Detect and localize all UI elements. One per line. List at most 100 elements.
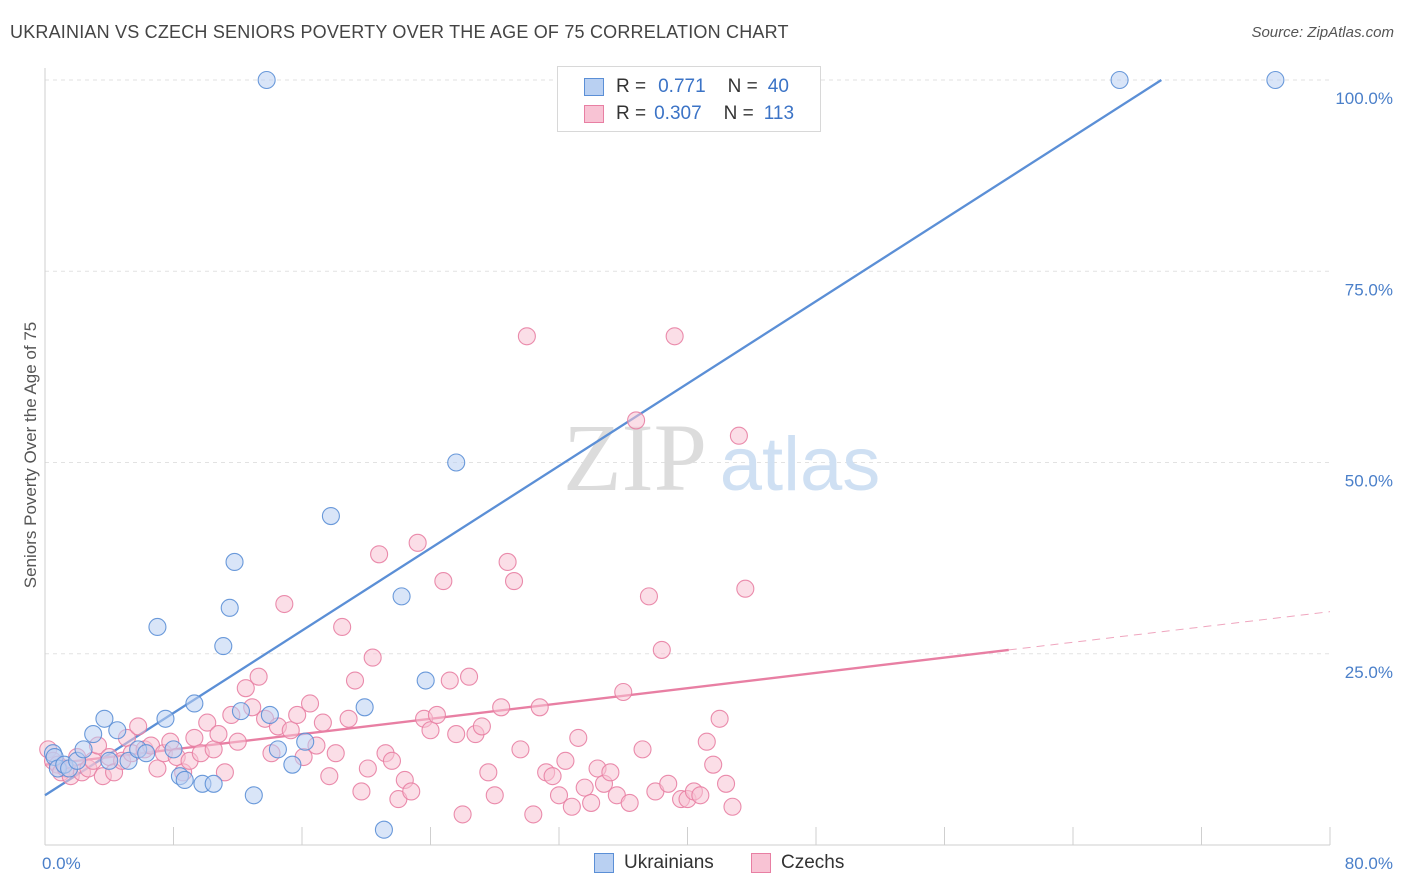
point-czechs (691, 786, 710, 805)
watermark: ZIP atlas (563, 404, 880, 511)
y-tick-label: 25.0% (1345, 663, 1393, 682)
y-tick-label: 100.0% (1335, 89, 1393, 108)
point-czechs (459, 667, 479, 686)
point-czechs (427, 705, 446, 725)
point-ukrainians (74, 740, 93, 759)
legend-n-value: 40 (767, 76, 789, 97)
y-tick-label: 75.0% (1345, 280, 1393, 299)
point-ukrainians (355, 698, 374, 717)
source-label: Source: ZipAtlas.com (1251, 24, 1394, 41)
point-czechs (382, 751, 402, 770)
legend-swatch-czechs (751, 853, 771, 873)
x-tick-label: 0.0% (42, 854, 81, 873)
point-czechs (633, 740, 652, 759)
point-czechs (543, 767, 562, 786)
trendline-czechs-extension (1008, 611, 1331, 651)
point-ukrainians (95, 709, 114, 728)
legend-r-label: R = (616, 103, 647, 124)
point-ukrainians (244, 786, 263, 805)
point-czechs (627, 411, 646, 430)
point-czechs (275, 594, 294, 614)
point-ukrainians (164, 740, 183, 759)
point-czechs (288, 705, 307, 725)
point-czechs (485, 786, 504, 805)
point-czechs (524, 805, 543, 824)
point-ukrainians (392, 587, 411, 606)
point-czechs (652, 640, 671, 659)
point-czechs (498, 552, 517, 572)
point-czechs (620, 793, 639, 812)
point-ukrainians (257, 70, 276, 90)
point-czechs (209, 725, 228, 744)
point-czechs (549, 786, 569, 805)
legend-r-value: 0.771 (658, 76, 706, 97)
point-czechs (556, 751, 575, 770)
point-czechs (453, 805, 472, 824)
stats-legend: R = 0.771 N = 40 R = 0.307 N = 113 (557, 66, 821, 132)
point-ukrainians (148, 617, 167, 637)
point-ukrainians (220, 598, 239, 617)
legend-row-ukrainians: R = 0.771 N = 40 (584, 75, 789, 99)
point-czechs (582, 793, 601, 812)
point-czechs (408, 533, 427, 552)
tick-labels: 25.0% 50.0% 75.0% 100.0% 0.0% 80.0% (42, 89, 1393, 873)
legend-n-value: 113 (763, 103, 795, 124)
point-czechs (697, 732, 716, 751)
point-czechs (659, 774, 678, 793)
point-ukrainians (296, 732, 315, 751)
y-axis-label: Seniors Poverty Over the Age of 75 (21, 322, 40, 588)
legend-n-label: N = (723, 103, 754, 124)
point-ukrainians (225, 552, 244, 572)
legend-label-ukrainians: Ukrainians (624, 852, 714, 873)
point-czechs (320, 767, 339, 786)
point-czechs (562, 797, 581, 816)
legend-r-value: 0.307 (654, 103, 702, 124)
point-ukrainians (231, 702, 251, 721)
point-czechs (440, 671, 459, 690)
point-czechs (281, 721, 300, 740)
series-legend: Ukrainians Czechs (0, 852, 1406, 878)
point-ukrainians (447, 453, 466, 472)
point-ukrainians (156, 709, 175, 728)
point-ukrainians (1110, 70, 1129, 90)
legend-swatch-czechs (584, 105, 604, 123)
point-czechs (736, 579, 755, 598)
legend-row-czechs: R = 0.307 N = 113 (584, 102, 794, 126)
point-czechs (716, 774, 736, 793)
point-czechs (639, 587, 659, 606)
point-czechs (326, 744, 345, 763)
point-czechs (665, 327, 684, 346)
point-czechs (517, 327, 536, 346)
point-czechs (185, 728, 204, 747)
point-ukrainians (84, 725, 103, 744)
legend-r-label: R = (616, 76, 647, 97)
point-czechs (530, 698, 549, 717)
point-czechs (313, 713, 332, 732)
axes (44, 68, 1331, 846)
point-czechs (704, 755, 723, 774)
legend-n-label: N = (727, 76, 758, 97)
legend-item-ukrainians[interactable]: Ukrainians (594, 852, 714, 874)
legend-item-czechs[interactable]: Czechs (751, 852, 844, 874)
point-ukrainians (374, 820, 393, 839)
point-czechs (300, 694, 320, 713)
legend-swatch-ukrainians (594, 853, 614, 873)
point-czechs (614, 682, 633, 702)
point-czechs (434, 572, 453, 591)
legend-swatch-ukrainians (584, 78, 604, 96)
point-ukrainians (185, 694, 204, 713)
point-ukrainians (321, 506, 340, 526)
point-czechs (204, 740, 223, 759)
point-ukrainians (1266, 70, 1285, 90)
chart-title: UKRAINIAN VS CZECH SENIORS POVERTY OVER … (10, 22, 789, 42)
data-points (39, 70, 1285, 839)
point-czechs (249, 667, 268, 686)
point-czechs (333, 617, 352, 637)
point-czechs (492, 698, 511, 717)
point-czechs (575, 778, 594, 797)
point-czechs (479, 763, 498, 782)
point-czechs (129, 717, 148, 736)
point-ukrainians (283, 755, 302, 774)
legend-label-czechs: Czechs (781, 852, 845, 873)
